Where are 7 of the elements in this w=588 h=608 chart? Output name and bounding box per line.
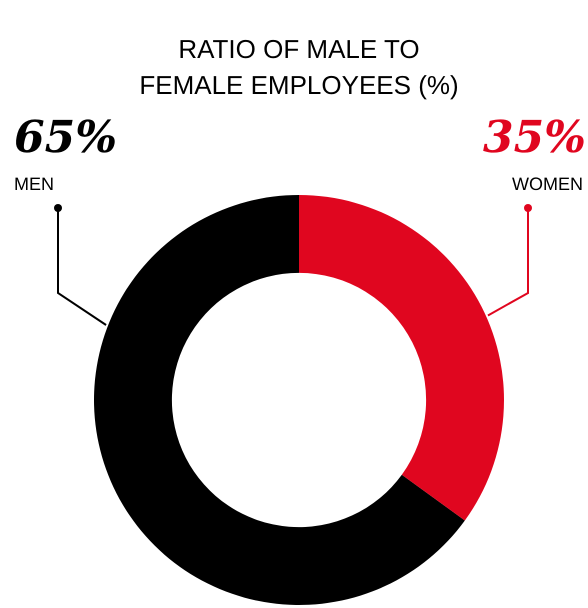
donut-slice [299, 195, 504, 520]
chart-title: RATIO OF MALE TO FEMALE EMPLOYEES (%) [139, 34, 459, 100]
data-label: 65% [14, 112, 118, 163]
slice-label: WOMEN [512, 174, 583, 194]
donut-slice [94, 195, 465, 605]
data-label: 35% [482, 112, 586, 163]
slice-label: MEN [14, 174, 54, 194]
